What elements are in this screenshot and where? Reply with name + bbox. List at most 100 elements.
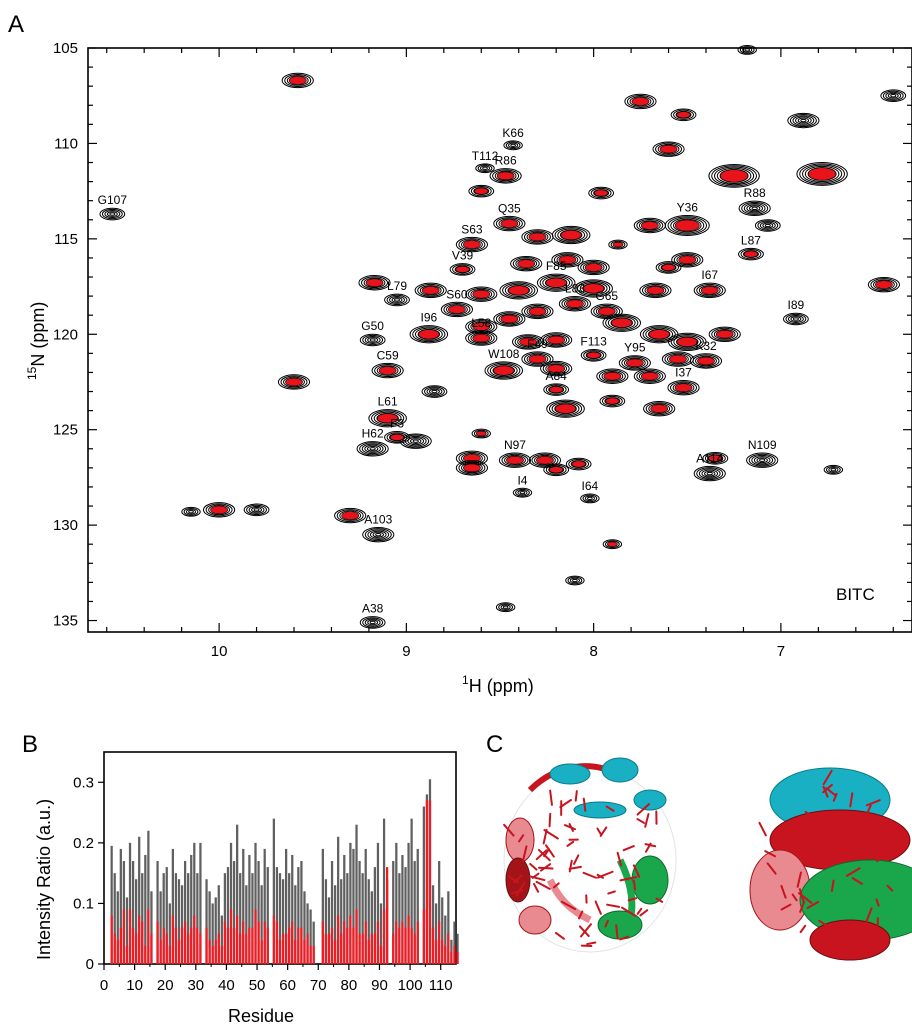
contour [704, 453, 726, 464]
bar-treated [281, 933, 285, 964]
contour [802, 164, 843, 184]
peak [702, 452, 729, 465]
side-chain [573, 854, 580, 865]
contour [501, 453, 529, 467]
peak [489, 168, 522, 184]
contour [526, 231, 549, 243]
peak [599, 394, 626, 408]
peak-label: I67 [701, 268, 718, 282]
bar-control [321, 848, 324, 964]
contour [543, 383, 570, 396]
contour [208, 504, 230, 516]
treated-contour [500, 219, 519, 228]
peak-label: A38 [362, 602, 384, 616]
contour [567, 576, 583, 585]
bar-treated [174, 927, 178, 964]
contour [796, 162, 848, 186]
bar-control [171, 848, 174, 964]
peak-label: F3 [390, 417, 404, 431]
contour [181, 506, 201, 517]
bar-treated [248, 927, 251, 964]
bar-treated [324, 933, 328, 964]
peak [384, 431, 410, 444]
contour [695, 355, 717, 367]
treated-contour [493, 365, 515, 376]
contour [693, 465, 726, 482]
contour [362, 334, 384, 346]
peak [577, 259, 610, 276]
contour [363, 277, 386, 289]
contour [519, 491, 526, 495]
protein-structure-views [503, 757, 912, 961]
side-chain [604, 919, 609, 928]
contour [367, 619, 379, 626]
contour [744, 48, 751, 52]
bar-treated [159, 939, 162, 964]
bar-control [128, 842, 132, 964]
hsqc-y-axis-label: 15N (ppm) [25, 302, 48, 380]
side-chain [632, 879, 636, 891]
contour [701, 469, 719, 478]
peak [409, 325, 449, 344]
contour [645, 327, 674, 341]
bar-treated [187, 933, 190, 964]
contour [558, 296, 592, 312]
contour [672, 382, 695, 394]
contour [336, 509, 364, 523]
bar-treated [288, 927, 291, 964]
contour [689, 353, 723, 369]
contour [500, 604, 511, 610]
treated-contour [528, 307, 547, 316]
peak [693, 465, 726, 482]
contour [599, 394, 626, 408]
contour [280, 375, 308, 389]
contour [644, 285, 667, 296]
side-chain [619, 935, 630, 941]
peak [633, 217, 666, 234]
bar-treated [116, 939, 119, 964]
contour [583, 350, 605, 361]
contour [742, 47, 753, 53]
contour [542, 276, 571, 290]
contour [670, 334, 704, 350]
bar-control [453, 921, 456, 964]
side-chain [833, 843, 837, 857]
contour [487, 362, 521, 379]
contour [580, 348, 607, 362]
treated-contour [472, 333, 491, 343]
contour [494, 170, 517, 182]
peak [358, 275, 391, 291]
contour [642, 326, 676, 343]
side-chain [845, 867, 861, 877]
side-chain [798, 888, 805, 903]
bar-control [232, 861, 236, 964]
bar-treated [128, 909, 132, 964]
bar-treated [131, 927, 135, 964]
contour [556, 254, 579, 266]
contour [602, 313, 642, 332]
treated-contour [545, 277, 567, 288]
bar-treated [297, 927, 300, 964]
side-chain [791, 841, 803, 851]
contour [284, 73, 312, 87]
hsqc-peaks [99, 45, 907, 629]
contour [648, 403, 671, 415]
bar-control [361, 873, 364, 964]
treated-contour [547, 335, 566, 345]
peak [693, 282, 726, 299]
bar-control [245, 885, 248, 964]
side-chain [825, 851, 828, 861]
bar-treated [333, 939, 337, 964]
contour [590, 303, 623, 320]
contour [762, 222, 774, 229]
peak [471, 428, 491, 439]
contour [633, 217, 666, 234]
side-chain [851, 877, 863, 885]
bar-treated [416, 921, 419, 964]
peak [596, 368, 629, 384]
treated-contour [506, 455, 524, 465]
treated-contour [582, 283, 605, 294]
side-chain [632, 864, 641, 878]
contour [424, 386, 445, 397]
side-chain [848, 921, 854, 930]
